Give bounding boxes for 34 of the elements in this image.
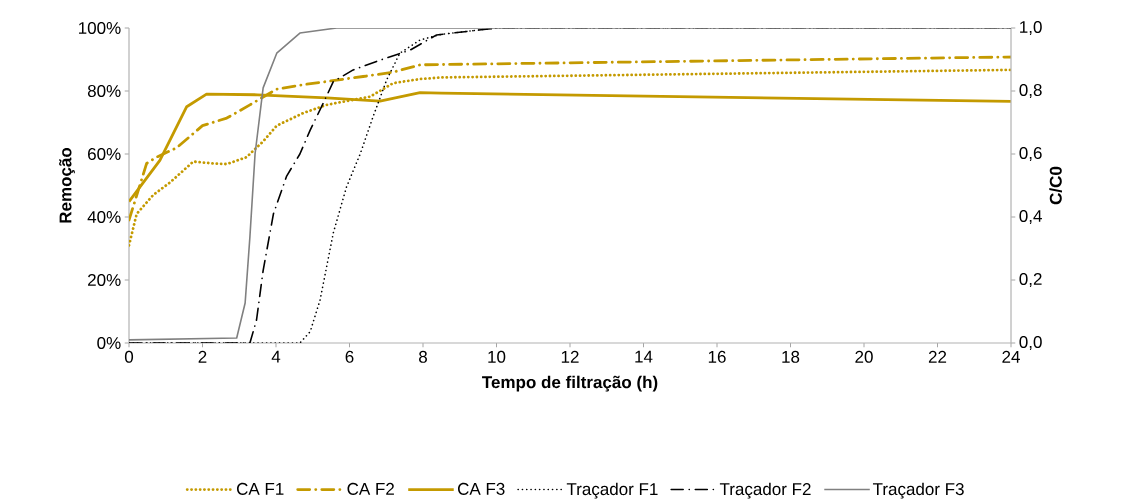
- x-tick-label: 20: [855, 350, 873, 363]
- y2-tick-label: 0,0: [1019, 335, 1042, 351]
- x-tick-label: 14: [635, 350, 653, 363]
- x-tick-label: 10: [488, 350, 506, 363]
- legend-label: CA F2: [347, 482, 394, 495]
- y2-tick-label: 1,0: [1020, 20, 1042, 36]
- x-tick-label: 24: [1002, 350, 1020, 363]
- y-axis-title: Remoção: [59, 147, 75, 223]
- legend-label: CA F3: [457, 482, 505, 495]
- y2-axis-title: C/C0: [1049, 166, 1062, 205]
- legend-label: CA F1: [236, 482, 284, 495]
- x-tick-label: 18: [782, 350, 800, 363]
- y-tick-label: 40%: [87, 210, 121, 224]
- x-tick-label: 4: [271, 350, 281, 363]
- y2-tick-label: 0,8: [1019, 83, 1042, 99]
- y-tick-label: 60%: [88, 147, 121, 161]
- legend-label: Traçador F3: [872, 482, 964, 499]
- y-tick-label: 0%: [97, 336, 121, 350]
- x-axis-title: Tempo de filtração (h): [482, 375, 658, 392]
- y2-tick-label: 0,2: [1019, 272, 1042, 288]
- x-tick-label: 16: [708, 350, 726, 363]
- y2-tick-label: 0,6: [1019, 146, 1042, 162]
- x-tick-label: 8: [419, 350, 427, 363]
- x-tick-label: 6: [345, 350, 354, 363]
- y2-tick-label: 0,4: [1019, 209, 1042, 225]
- y-tick-label: 80%: [87, 84, 121, 98]
- y-tick-label: 20%: [88, 273, 121, 287]
- x-tick-label: 2: [198, 350, 207, 363]
- x-tick-label: 12: [561, 350, 579, 363]
- legend-label: Traçador F2: [719, 482, 811, 499]
- x-tick-label: 22: [928, 350, 947, 363]
- legend-label: Traçador F1: [566, 482, 658, 499]
- y-tick-label: 100%: [79, 21, 121, 35]
- x-tick-label: 0: [124, 350, 134, 363]
